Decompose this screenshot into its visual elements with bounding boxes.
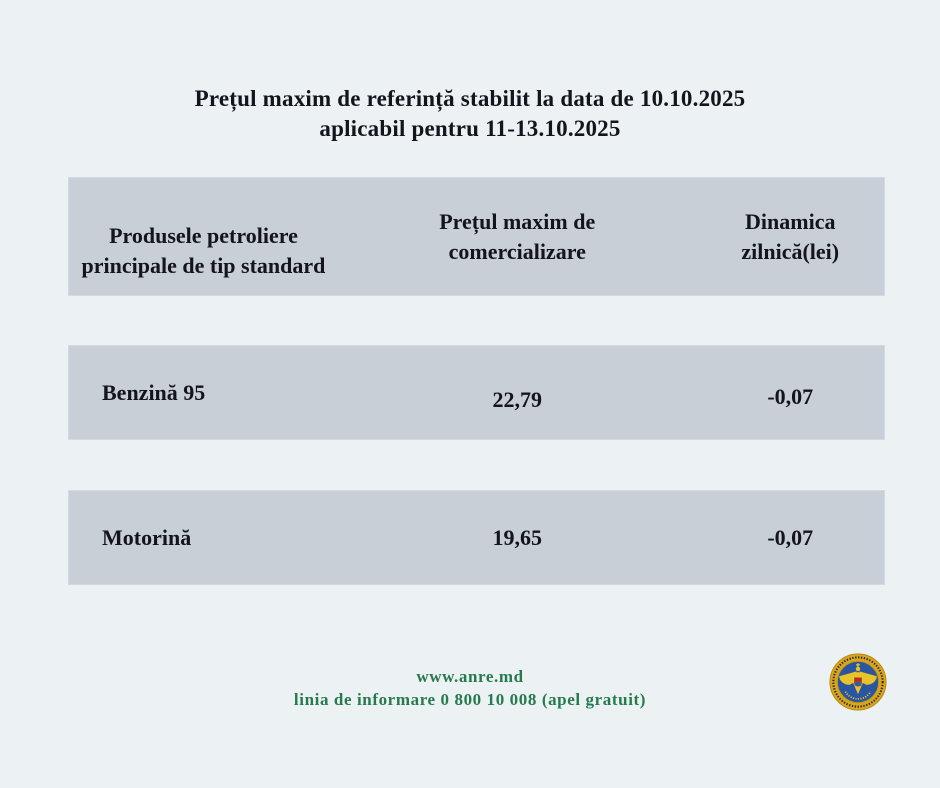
moldova-coat-of-arms-seal-icon [829, 653, 887, 711]
info-line-text: linia de informare 0 800 10 008 (apel gr… [293, 690, 647, 709]
table-header-row: Produsele petroliere principale de tip s… [68, 177, 885, 296]
title-line-1: Prețul maxim de referință stabilit la da… [194, 86, 746, 111]
table-row-benzina-95: Benzină 95 22,79 -0,07 [68, 345, 885, 440]
footer-contact: www.anre.md linia de informare 0 800 10 … [0, 665, 940, 711]
price-value: 19,65 [492, 524, 542, 550]
website-text: www.anre.md [416, 667, 524, 686]
column-header-price: Prețul maxim de comercializare [439, 208, 596, 264]
product-name: Benzină 95 [102, 379, 206, 405]
column-header-dynamic: Dinamica zilnică(lei) [741, 208, 840, 264]
product-name: Motorină [102, 524, 192, 550]
dynamic-value: -0,07 [767, 383, 814, 409]
table-row-motorina: Motorină 19,65 -0,07 [68, 490, 885, 585]
dynamic-value: -0,07 [767, 524, 814, 550]
column-header-products: Produsele petroliere principale de tip s… [81, 222, 326, 278]
title-line-2: aplicabil pentru 11-13.10.2025 [319, 116, 621, 141]
price-value: 22,79 [492, 386, 542, 412]
anre-seal-logo [829, 653, 887, 711]
page-title: Prețul maxim de referință stabilit la da… [0, 84, 940, 144]
